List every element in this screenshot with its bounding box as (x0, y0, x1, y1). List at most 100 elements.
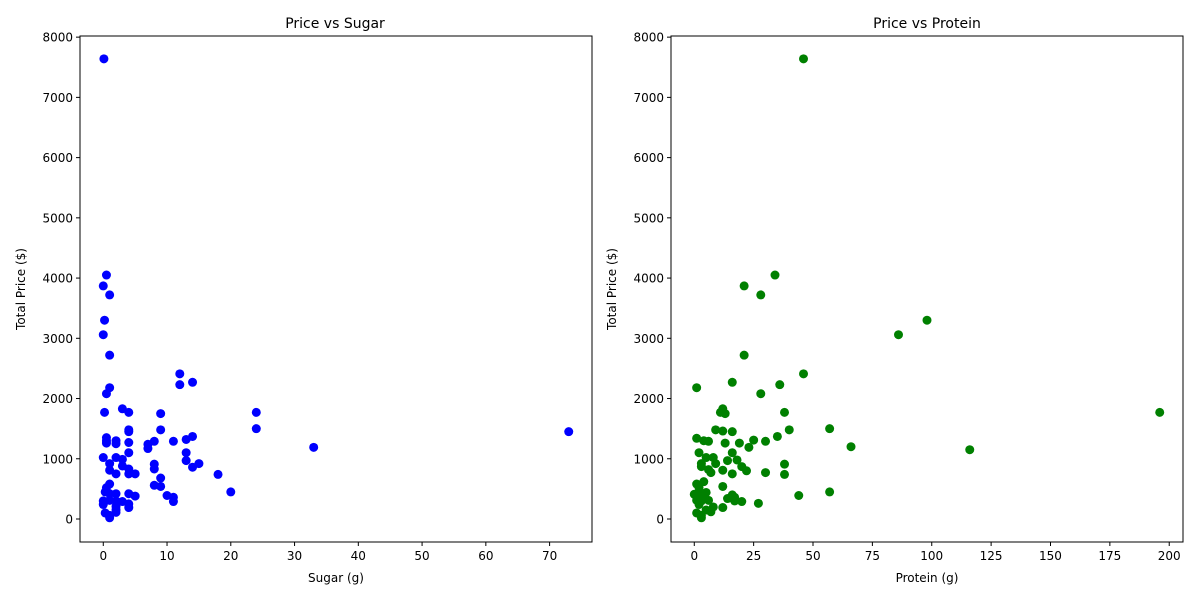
data-point-sugar-28 (309, 442, 319, 452)
y-ticks-sugar: 0 1000 2000 3000 4000 5000 6000 7000 8000 (42, 31, 80, 526)
data-point-sugar-23 (181, 434, 191, 444)
data-point-protein-6 (739, 350, 749, 360)
y-tick-label-protein: 5000 (633, 211, 664, 225)
data-point-protein-0 (799, 54, 809, 64)
y-tick-label-protein: 3000 (633, 332, 664, 346)
data-point-protein-41 (696, 462, 706, 472)
data-point-sugar-1 (101, 270, 111, 280)
y-tick-label-protein: 2000 (633, 392, 664, 406)
data-point-protein-48 (742, 466, 752, 476)
data-point-protein-45 (718, 465, 728, 475)
data-point-protein-67 (730, 496, 740, 506)
y-tick-label-sugar: 1000 (42, 452, 73, 466)
data-point-sugar-20 (124, 427, 134, 437)
data-point-sugar-5 (98, 330, 108, 340)
data-point-protein-3 (756, 290, 766, 300)
data-point-protein-32 (744, 442, 754, 452)
data-point-protein-50 (780, 469, 790, 479)
data-point-sugar-31 (101, 438, 111, 448)
x-tick-label-sugar: 10 (159, 549, 174, 563)
data-point-sugar-7 (175, 369, 185, 379)
data-point-sugar-57 (156, 481, 166, 491)
x-tick-label-protein: 125 (980, 549, 1003, 563)
data-point-sugar-48 (111, 469, 121, 479)
y-tick-label-sugar: 8000 (42, 31, 73, 45)
x-tick-label-protein: 50 (805, 549, 820, 563)
x-axis-label-sugar: Sugar (g) (308, 571, 364, 585)
points-protein (689, 54, 1165, 523)
y-tick-label-sugar: 5000 (42, 211, 73, 225)
data-point-sugar-53 (156, 473, 166, 483)
data-point-protein-43 (780, 459, 790, 469)
x-ticks-protein: 0 25 50 75 100 125 150 175 200 (690, 542, 1181, 563)
data-point-protein-56 (794, 491, 804, 500)
data-point-sugar-41 (105, 459, 115, 469)
x-tick-label-sugar: 70 (542, 549, 557, 563)
y-tick-label-protein: 0 (656, 512, 664, 526)
data-point-sugar-15 (100, 407, 110, 417)
chart-title-protein: Price vs Protein (873, 16, 981, 32)
data-point-sugar-3 (105, 290, 115, 300)
x-tick-label-protein: 150 (1039, 549, 1062, 563)
data-point-protein-8 (727, 377, 737, 387)
data-point-protein-21 (727, 427, 737, 437)
points-sugar (98, 54, 574, 523)
y-axis-label-sugar: Total Price ($) (14, 248, 28, 331)
data-point-protein-34 (694, 448, 704, 458)
data-point-protein-49 (761, 468, 771, 478)
data-point-sugar-34 (124, 438, 134, 447)
y-tick-label-protein: 4000 (633, 272, 664, 286)
data-point-sugar-45 (149, 464, 159, 474)
data-point-protein-23 (692, 433, 702, 443)
data-point-sugar-17 (251, 424, 261, 434)
data-point-protein-11 (756, 389, 766, 399)
x-ticks-sugar: 0 10 20 30 40 50 60 70 (99, 542, 557, 563)
data-point-sugar-37 (181, 456, 191, 466)
data-point-sugar-13 (124, 407, 134, 417)
data-point-sugar-33 (111, 439, 121, 449)
plot-frame-sugar (79, 35, 593, 543)
data-point-protein-74 (706, 507, 716, 517)
data-point-protein-4 (922, 315, 932, 325)
data-point-sugar-11 (101, 389, 111, 399)
y-tick-label-sugar: 4000 (42, 272, 73, 286)
data-point-sugar-16 (251, 407, 261, 417)
data-point-sugar-43 (194, 459, 204, 469)
y-tick-label-protein: 7000 (633, 91, 664, 105)
data-point-sugar-73 (124, 503, 134, 513)
x-tick-label-sugar: 60 (478, 549, 493, 563)
data-point-sugar-63 (130, 491, 140, 501)
data-point-protein-39 (711, 459, 721, 469)
y-tick-label-protein: 1000 (633, 452, 664, 466)
x-tick-label-protein: 0 (690, 549, 698, 563)
data-point-protein-70 (694, 500, 704, 510)
y-ticks-protein: 0 1000 2000 3000 4000 5000 6000 7000 8000 (633, 31, 671, 526)
x-tick-label-sugar: 20 (223, 549, 238, 563)
y-tick-label-sugar: 0 (65, 512, 73, 526)
data-point-sugar-68 (98, 500, 108, 510)
x-tick-label-protein: 200 (1158, 549, 1181, 563)
y-tick-label-sugar: 7000 (42, 91, 73, 105)
data-point-protein-28 (749, 435, 759, 445)
x-tick-label-protein: 100 (920, 549, 943, 563)
data-point-sugar-58 (226, 487, 236, 497)
x-tick-label-protein: 175 (1098, 549, 1121, 563)
data-point-protein-77 (696, 513, 706, 523)
data-point-protein-30 (846, 442, 856, 452)
data-point-sugar-4 (100, 315, 110, 325)
data-point-protein-55 (825, 487, 835, 497)
data-point-protein-5 (894, 330, 903, 340)
data-point-sugar-2 (98, 281, 108, 291)
data-point-protein-17 (825, 424, 835, 434)
x-tick-label-sugar: 30 (287, 549, 302, 563)
data-point-protein-9 (775, 380, 785, 390)
data-point-sugar-14 (156, 409, 166, 419)
y-tick-label-protein: 6000 (633, 151, 664, 165)
x-tick-label-sugar: 40 (351, 549, 366, 563)
data-point-protein-16 (1155, 407, 1165, 417)
data-point-sugar-18 (564, 427, 574, 437)
y-tick-label-protein: 8000 (633, 31, 664, 45)
data-point-sugar-8 (188, 377, 198, 387)
data-point-sugar-61 (111, 489, 121, 499)
